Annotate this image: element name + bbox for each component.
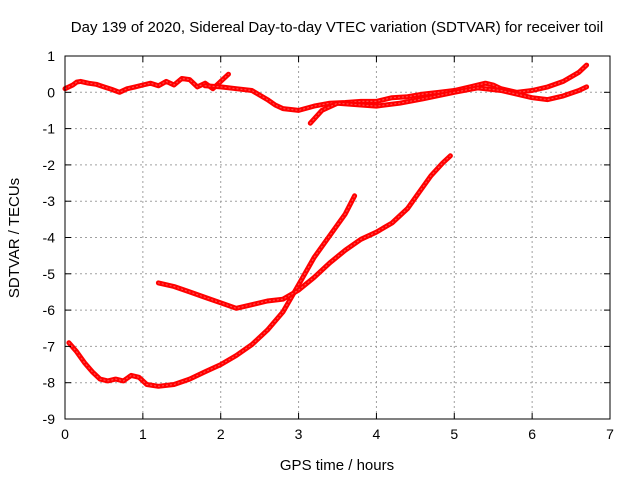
y-tick-label: 1 (47, 48, 55, 64)
series-track-5-trace (155, 153, 453, 311)
y-tick-label: -2 (43, 157, 56, 173)
y-tick-label: -7 (43, 338, 56, 354)
x-tick-label: 5 (450, 426, 458, 442)
y-tick-label: -9 (43, 411, 56, 427)
x-tick-label: 4 (373, 426, 381, 442)
series-track-1-marks (64, 73, 230, 93)
series-track-5-marks (157, 155, 451, 309)
y-axis-label: SDTVAR / TECUs (6, 178, 23, 298)
y-tick-label: -5 (43, 266, 56, 282)
series-track-3-marks (309, 86, 588, 124)
series-track-4-trace (66, 193, 358, 389)
y-tick-label: -6 (43, 302, 56, 318)
y-tick-label: -4 (43, 230, 56, 246)
tick-layer: 0 1 2 3 4 5 6 7 -9 -8 -7 -6 -5 -4 -3 -2 -1 0 1 (43, 48, 615, 442)
grid-layer (65, 56, 610, 419)
chart-title: Day 139 of 2020, Sidereal Day-to-day VTE… (71, 19, 603, 36)
x-tick-label: 3 (295, 426, 303, 442)
trace-layer (62, 62, 590, 389)
x-tick-label: 0 (61, 426, 69, 442)
y-tick-label: 0 (47, 84, 55, 100)
series-track-2-marks (204, 64, 588, 112)
x-tick-label: 1 (139, 426, 147, 442)
x-tick-label: 2 (217, 426, 225, 442)
y-tick-label: -8 (43, 375, 56, 391)
x-axis-label: GPS time / hours (280, 457, 394, 474)
x-tick-label: 7 (606, 426, 614, 442)
y-tick-label: -3 (43, 193, 56, 209)
x-tick-label: 6 (528, 426, 536, 442)
y-tick-label: -1 (43, 121, 56, 137)
series-track-4-marks (68, 195, 356, 387)
